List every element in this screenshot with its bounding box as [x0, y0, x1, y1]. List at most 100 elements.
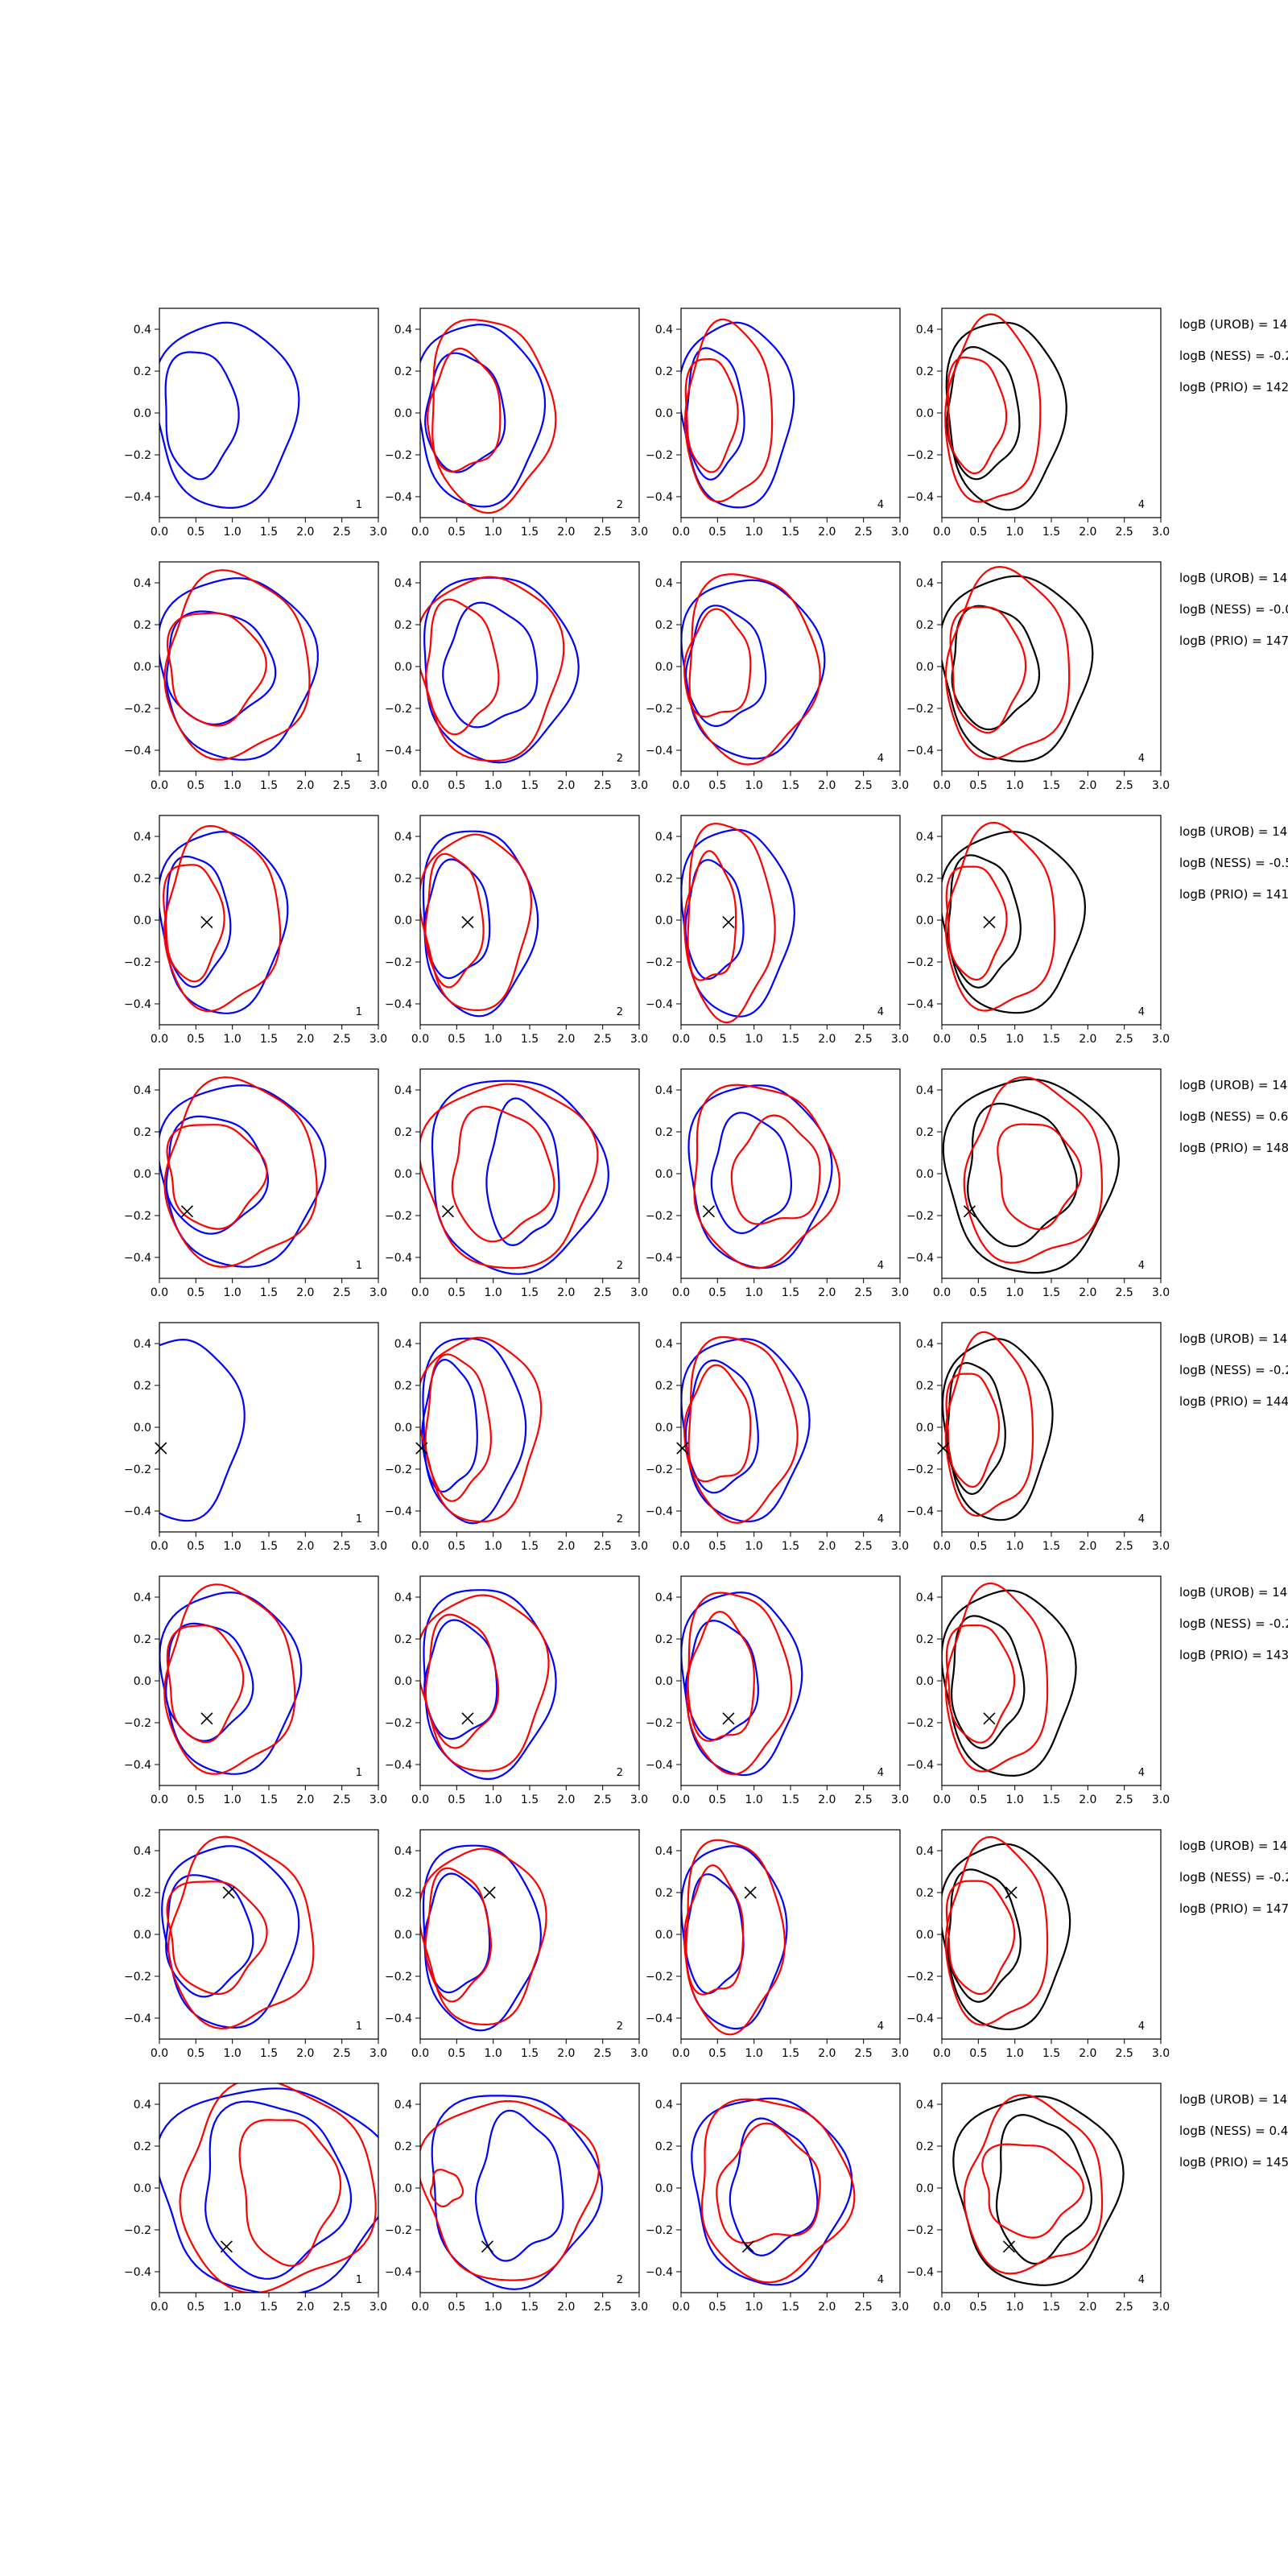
x-tick-label: 0.0: [672, 2047, 690, 2060]
panel-label: 2: [617, 2021, 623, 2033]
x-tick-label: 0.0: [933, 1540, 951, 1553]
cross-marker: [155, 1442, 167, 1455]
contour-blue: [431, 1080, 610, 1275]
axes-frame: [941, 561, 1162, 772]
x-tick-label: 0.5: [969, 779, 987, 792]
y-tick-label: −0.4: [385, 998, 412, 1011]
panel-label: 2: [617, 499, 623, 511]
y-tick-label: 0.0: [655, 2182, 673, 2195]
logb-annotation: logB (UROB) = 141: [1179, 824, 1288, 839]
x-tick-label: 3.0: [1152, 1540, 1170, 1553]
x-tick-label: 1.5: [260, 779, 278, 792]
logb-annotation: logB (UROB) = 142: [1179, 317, 1288, 332]
x-tick-label: 1.5: [521, 1033, 539, 1046]
panel-label: 4: [877, 753, 884, 765]
x-tick-label: 1.0: [745, 2047, 763, 2060]
x-tick-label: 2.0: [818, 526, 836, 539]
x-tick-label: 0.5: [448, 2047, 465, 2060]
y-tick-label: 0.0: [655, 661, 673, 674]
panel: 0.0 0.5 1.0 1.5 2.0 2.5 3.0 0.4 0.2 0.0 −0.2 −0.4 4: [646, 1575, 909, 1806]
x-tick-label: 1.5: [782, 779, 799, 792]
x-tick-label: 2.5: [594, 2047, 612, 2060]
contour-blue: [684, 1359, 759, 1494]
y-tick-label: 0.4: [394, 1084, 412, 1097]
contour-blue: [159, 1591, 303, 1775]
y-tick-label: −0.4: [646, 2013, 673, 2025]
logb-annotation: logB (PRIO) = 1425: [1179, 380, 1288, 394]
panel-label: 2: [617, 1513, 623, 1525]
y-tick-label: −0.2: [124, 956, 151, 969]
y-tick-label: 0.4: [655, 831, 673, 844]
x-tick-label: 0.5: [708, 526, 726, 539]
contour-group: [159, 2083, 378, 2293]
contour-group: [420, 318, 557, 514]
cross-marker: [441, 1205, 455, 1218]
x-tick-label: 3.0: [369, 2047, 387, 2060]
x-tick-label: 2.5: [594, 779, 612, 792]
panel: 0.0 0.5 1.0 1.5 2.0 2.5 3.0 0.4 0.2 0.0 −0.2 −0.4 2: [385, 815, 648, 1046]
x-tick-label: 0.5: [969, 526, 987, 539]
x-tick-label: 3.0: [630, 2301, 648, 2314]
x-tick-label: 3.0: [1152, 1794, 1170, 1806]
contour-red: [688, 573, 821, 766]
panel: 0.0 0.5 1.0 1.5 2.0 2.5 3.0 0.4 0.2 0.0 −0.2 −0.4 4: [646, 815, 909, 1046]
contour-red: [166, 1624, 245, 1744]
contour-group: [681, 573, 826, 766]
y-tick-label: −0.2: [124, 1971, 151, 1984]
contour-blue: [423, 1872, 491, 1994]
y-tick-label: 0.4: [394, 1338, 412, 1351]
axes-frame: [941, 1829, 1162, 2040]
logb-annotation: logB (PRIO) = 1489: [1179, 1141, 1288, 1155]
x-tick-label: 0.5: [969, 1794, 987, 1806]
contour-group: [161, 1835, 315, 2029]
y-tick-label: −0.4: [385, 491, 412, 504]
x-tick-label: 3.0: [369, 1794, 387, 1806]
x-tick-label: 2.5: [594, 1540, 612, 1553]
y-tick-label: −0.4: [385, 1505, 412, 1518]
y-tick-label: −0.2: [906, 1463, 934, 1476]
contour-blue: [424, 352, 506, 473]
y-tick-label: 0.0: [394, 1675, 412, 1688]
x-tick-label: 2.0: [1079, 2047, 1096, 2060]
panel: 0.0 0.5 1.0 1.5 2.0 2.5 3.0 0.4 0.2 0.0 −0.2 −0.4 1: [124, 1575, 387, 1806]
x-tick-label: 2.0: [557, 2047, 575, 2060]
contour-blue: [165, 610, 277, 726]
contour-red: [424, 1867, 493, 2003]
axes-frame: [941, 1575, 1162, 1786]
x-tick-label: 1.5: [782, 1794, 799, 1806]
logb-annotation: logB (UROB) = 147: [1179, 1839, 1288, 1853]
contour-black: [950, 1615, 1026, 1749]
axes-frame: [680, 1829, 901, 2040]
panel-label: 4: [1138, 2274, 1145, 2286]
contour-group: [681, 318, 795, 509]
x-tick-label: 1.0: [485, 2047, 502, 2060]
x-tick-label: 2.5: [1116, 1540, 1133, 1553]
contour-red: [730, 1114, 821, 1225]
cross-marker: [180, 1205, 194, 1218]
x-tick-label: 1.0: [1006, 2047, 1024, 2060]
x-tick-label: 0.0: [411, 2301, 429, 2314]
x-tick-label: 0.0: [933, 2047, 951, 2060]
x-tick-label: 3.0: [630, 1794, 648, 1806]
y-tick-label: −0.4: [906, 1759, 934, 1772]
contour-blue: [681, 1591, 803, 1777]
axes-frame: [941, 1068, 1162, 1279]
y-tick-label: 0.2: [655, 873, 673, 886]
x-tick-label: 2.0: [818, 779, 836, 792]
x-tick-label: 3.0: [630, 1286, 648, 1299]
y-tick-label: −0.2: [646, 1971, 673, 1984]
x-tick-label: 3.0: [1152, 779, 1170, 792]
axes-frame: [941, 308, 1162, 518]
x-tick-label: 2.0: [1079, 1286, 1096, 1299]
y-tick-label: 0.2: [134, 873, 151, 886]
y-tick-label: 0.4: [655, 324, 673, 336]
y-tick-label: 0.0: [655, 1168, 673, 1181]
contour-black: [942, 1589, 1077, 1777]
x-tick-label: 0.5: [969, 2301, 987, 2314]
cross-marker: [983, 1712, 996, 1725]
x-tick-label: 0.0: [411, 1033, 429, 1046]
x-tick-label: 1.5: [260, 1540, 278, 1553]
y-tick-label: 0.2: [394, 873, 412, 886]
contour-red: [167, 1835, 315, 2029]
x-tick-label: 0.0: [933, 526, 951, 539]
